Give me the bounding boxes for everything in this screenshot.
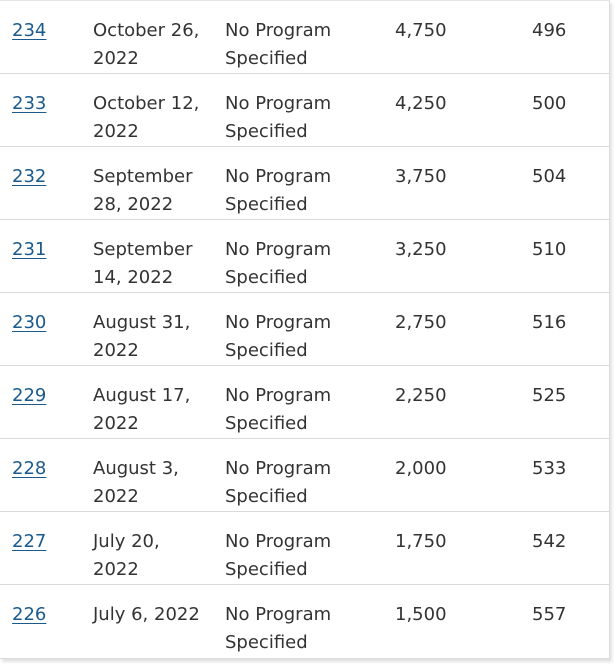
draws-table: 234 October 26, 2022 No Program Specifie… xyxy=(0,0,609,658)
draw-number-link[interactable]: 232 xyxy=(12,166,47,187)
table-row: 226 July 6, 2022 No Program Specified 1,… xyxy=(0,584,609,658)
draw-number-cell: 233 xyxy=(0,74,81,147)
invitations-cell: 2,250 xyxy=(395,385,447,406)
table-row: 234 October 26, 2022 No Program Specifie… xyxy=(0,0,609,74)
draw-date-cell: September 28, 2022 xyxy=(93,166,193,215)
draw-number-cell: 226 xyxy=(0,585,81,658)
draw-number-cell: 230 xyxy=(0,293,81,366)
program-cell: No Program Specified xyxy=(225,93,332,142)
invitations-cell: 1,500 xyxy=(395,604,447,625)
crs-score-cell: 525 xyxy=(532,385,567,406)
invitations-cell: 2,750 xyxy=(395,312,447,333)
crs-score-cell: 496 xyxy=(532,20,567,41)
draw-date-cell: September 14, 2022 xyxy=(93,239,193,288)
program-cell: No Program Specified xyxy=(225,604,332,653)
program-cell: No Program Specified xyxy=(225,239,332,288)
draw-date-cell: October 26, 2022 xyxy=(93,20,200,69)
draw-date-cell: August 31, 2022 xyxy=(93,312,191,361)
draw-number-cell: 234 xyxy=(0,1,81,74)
draw-number-cell: 227 xyxy=(0,512,81,585)
draw-date-cell: August 17, 2022 xyxy=(93,385,191,434)
program-cell: No Program Specified xyxy=(225,385,332,434)
crs-score-cell: 510 xyxy=(532,239,567,260)
draw-number-link[interactable]: 227 xyxy=(12,531,47,552)
draw-number-link[interactable]: 231 xyxy=(12,239,47,260)
crs-score-cell: 504 xyxy=(532,166,567,187)
crs-score-cell: 542 xyxy=(532,531,567,552)
crs-score-cell: 516 xyxy=(532,312,567,333)
invitations-cell: 4,250 xyxy=(395,93,447,114)
program-cell: No Program Specified xyxy=(225,166,332,215)
draw-date-cell: October 12, 2022 xyxy=(93,93,200,142)
draw-number-link[interactable]: 230 xyxy=(12,312,47,333)
program-cell: No Program Specified xyxy=(225,531,332,580)
draw-number-cell: 228 xyxy=(0,439,81,512)
table-row: 233 October 12, 2022 No Program Specifie… xyxy=(0,73,609,147)
table-row: 231 September 14, 2022 No Program Specif… xyxy=(0,219,609,293)
invitations-cell: 3,250 xyxy=(395,239,447,260)
draw-number-cell: 232 xyxy=(0,147,81,220)
crs-score-cell: 533 xyxy=(532,458,567,479)
draw-number-link[interactable]: 228 xyxy=(12,458,47,479)
table-row: 232 September 28, 2022 No Program Specif… xyxy=(0,146,609,220)
crs-score-cell: 500 xyxy=(532,93,567,114)
draw-number-link[interactable]: 234 xyxy=(12,20,47,41)
table-row: 227 July 20, 2022 No Program Specified 1… xyxy=(0,511,609,585)
draw-date-cell: July 20, 2022 xyxy=(93,531,160,580)
program-cell: No Program Specified xyxy=(225,20,332,69)
draws-table-body: 234 October 26, 2022 No Program Specifie… xyxy=(0,0,609,658)
program-cell: No Program Specified xyxy=(225,312,332,361)
draw-date-cell: July 6, 2022 xyxy=(93,604,200,625)
draw-date-cell: August 3, 2022 xyxy=(93,458,179,507)
draw-number-link[interactable]: 229 xyxy=(12,385,47,406)
table-row: 229 August 17, 2022 No Program Specified… xyxy=(0,365,609,439)
crs-score-cell: 557 xyxy=(532,604,567,625)
table-row: 228 August 3, 2022 No Program Specified … xyxy=(0,438,609,512)
draw-number-cell: 231 xyxy=(0,220,81,293)
draw-number-cell: 229 xyxy=(0,366,81,439)
draw-number-link[interactable]: 226 xyxy=(12,604,47,625)
invitations-cell: 2,000 xyxy=(395,458,447,479)
invitations-cell: 1,750 xyxy=(395,531,447,552)
table-row: 230 August 31, 2022 No Program Specified… xyxy=(0,292,609,366)
invitations-cell: 4,750 xyxy=(395,20,447,41)
invitations-cell: 3,750 xyxy=(395,166,447,187)
program-cell: No Program Specified xyxy=(225,458,332,507)
draw-number-link[interactable]: 233 xyxy=(12,93,47,114)
